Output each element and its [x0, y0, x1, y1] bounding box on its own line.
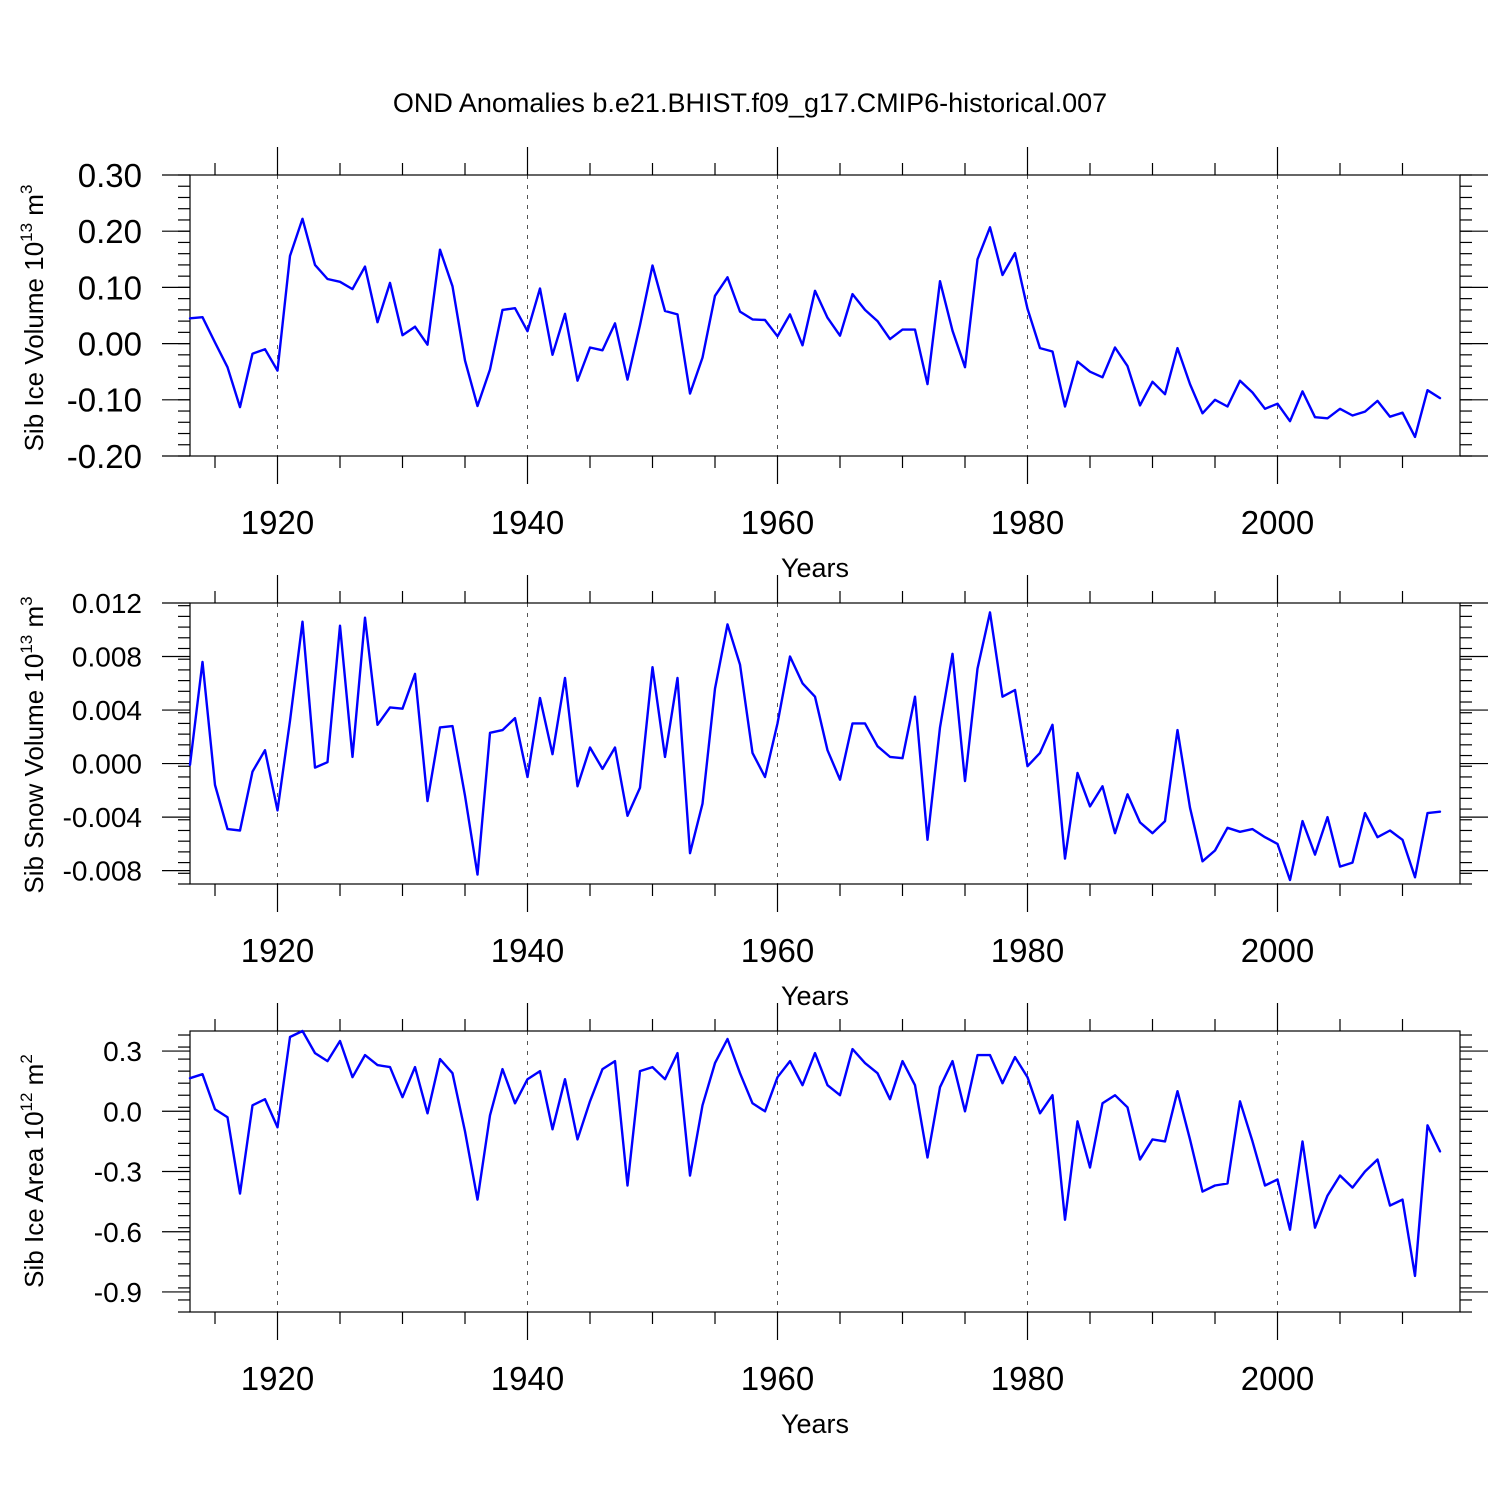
- y-tick-label: -0.6: [94, 1217, 142, 1248]
- x-tick-label: 2000: [1241, 932, 1314, 969]
- x-tick-label: 1940: [491, 504, 564, 541]
- x-tick-label: 1960: [741, 1360, 814, 1397]
- y-tick-label: -0.20: [67, 438, 142, 475]
- y-axis-label: Sib Snow Volume 1013 m3: [17, 596, 49, 893]
- y-tick-label: 0.008: [72, 642, 142, 673]
- series-line: [188, 217, 1442, 439]
- y-axis-label: Sib Ice Area 1012 m2: [17, 1054, 49, 1288]
- y-tick-label: 0.000: [72, 749, 142, 780]
- x-tick-label: 1960: [741, 504, 814, 541]
- plot-frame: [189, 602, 1461, 885]
- plot-frame: [189, 174, 1461, 457]
- chart-title: OND Anomalies b.e21.BHIST.f09_g17.CMIP6-…: [393, 88, 1107, 118]
- x-axis-label: Years: [781, 981, 849, 1011]
- x-tick-label: 1980: [991, 932, 1064, 969]
- x-tick-label: 2000: [1241, 1360, 1314, 1397]
- y-tick-label: -0.3: [94, 1157, 142, 1188]
- y-tick-label: -0.004: [63, 802, 142, 833]
- panel-3: 1920 1940 1960 1980 2000 -0.9 -0.6 -0.3 0.0 0.3 Ye…: [17, 1003, 1488, 1439]
- plot-frame: [189, 1030, 1461, 1313]
- panel-1: 1920 1940 1960 1980 2000 -0.20 -0.10 0.00 0.10 0.…: [17, 147, 1488, 583]
- y-tick-label: -0.9: [94, 1277, 142, 1308]
- y-tick-label: 0.00: [78, 325, 142, 362]
- y-tick-label: -0.008: [63, 856, 142, 887]
- y-tick-label: -0.10: [67, 382, 142, 419]
- series-line: [188, 611, 1442, 882]
- y-tick-label: 0.30: [78, 157, 142, 194]
- y-tick-label: 0.20: [78, 213, 142, 250]
- y-tick-label: 0.3: [103, 1036, 142, 1067]
- x-tick-label: 1940: [491, 1360, 564, 1397]
- x-tick-label: 1940: [491, 932, 564, 969]
- y-tick-label: 0.012: [72, 588, 142, 619]
- y-axis-label: Sib Ice Volume 1013 m3: [17, 185, 49, 452]
- x-tick-label: 1920: [241, 932, 314, 969]
- panel-2: 1920 1940 1960 1980 2000 -0.008 -0.004 0.000 0.0…: [17, 575, 1488, 1011]
- x-tick-label: 1960: [741, 932, 814, 969]
- series-line: [188, 1029, 1442, 1278]
- x-tick-label: 1920: [241, 504, 314, 541]
- x-tick-label: 1980: [991, 504, 1064, 541]
- x-tick-label: 1920: [241, 1360, 314, 1397]
- x-axis-label: Years: [781, 1409, 849, 1439]
- x-tick-label: 1980: [991, 1360, 1064, 1397]
- x-axis-label: Years: [781, 553, 849, 583]
- y-tick-label: 0.10: [78, 269, 142, 306]
- y-tick-label: 0.0: [103, 1096, 142, 1127]
- x-tick-label: 2000: [1241, 504, 1314, 541]
- y-tick-label: 0.004: [72, 695, 142, 726]
